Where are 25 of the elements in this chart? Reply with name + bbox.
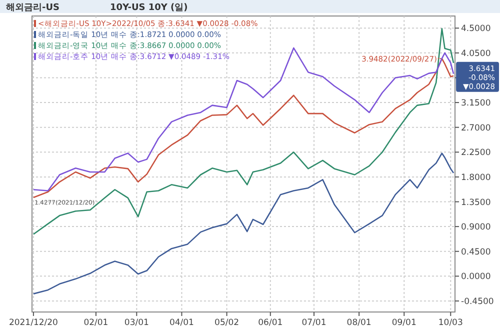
y-tick-label: 1.8000 [461,172,491,183]
y-tick-label: 2.2500 [461,148,491,158]
line-series [32,28,454,235]
y-tick-label: 3.1500 [461,98,491,109]
x-tick-label: 09/01 [392,318,416,328]
y-tick-label: 0.0000 [461,272,491,282]
y-tick-label: -0.4500 [461,296,494,307]
y-tick-label: 0.4500 [461,247,491,258]
x-tick-label: 08/01 [346,318,372,328]
y-tick-label: 0.9000 [461,222,491,233]
chart-title: 해외금리-US [6,3,60,13]
x-tick-label: 04/01 [169,318,194,328]
line-series [32,152,454,294]
x-tick-label: 10/03 [438,318,463,328]
x-tick-label: 03/01 [124,318,149,328]
y-tick-label: 4.0500 [461,48,491,59]
y-tick-label: 1.3500 [461,198,491,208]
x-tick-label: 05/02 [214,318,240,328]
y-tick-label: 4.5000 [461,24,491,34]
chart-subtitle: 10Y-US 10Y (일) [110,3,188,13]
y-tick-label: 2.7000 [461,123,491,134]
x-tick-label: 02/01 [84,318,108,328]
x-tick-label: 06/01 [258,318,283,328]
x-tick-label: 07/01 [302,318,326,328]
x-tick-label: 2021/12/20 [8,318,58,328]
